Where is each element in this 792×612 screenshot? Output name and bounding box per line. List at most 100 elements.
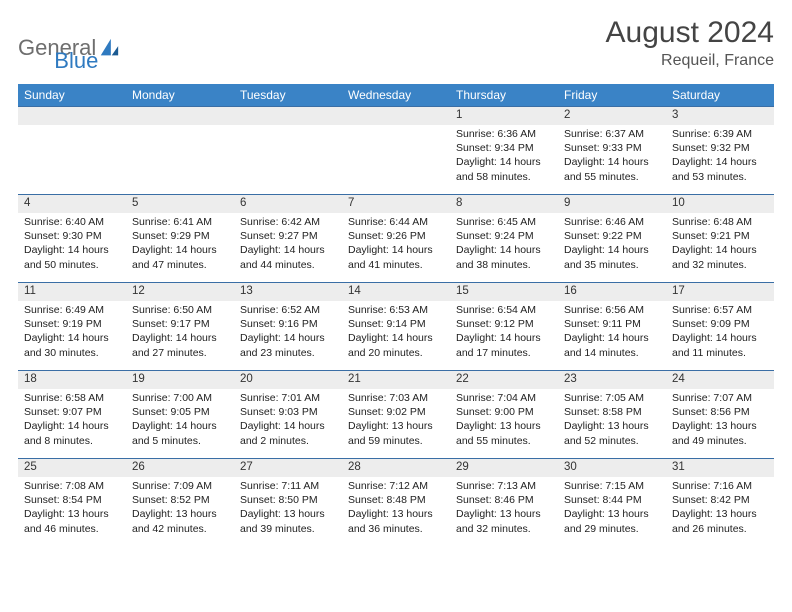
day-details: Sunrise: 6:57 AMSunset: 9:09 PMDaylight:… [666, 301, 774, 360]
day-number: 8 [450, 195, 558, 213]
day-details: Sunrise: 7:00 AMSunset: 9:05 PMDaylight:… [126, 389, 234, 448]
sunset-text: Sunset: 9:22 PM [564, 229, 660, 243]
calendar-day-cell: 2Sunrise: 6:37 AMSunset: 9:33 PMDaylight… [558, 107, 666, 195]
calendar-page: General Blue August 2024 Requeil, France… [0, 0, 792, 557]
daylight-text: Daylight: 14 hours and 20 minutes. [348, 331, 444, 359]
day-number: 29 [450, 459, 558, 477]
sunset-text: Sunset: 8:52 PM [132, 493, 228, 507]
day-number: 7 [342, 195, 450, 213]
sunrise-text: Sunrise: 6:49 AM [24, 303, 120, 317]
daylight-text: Daylight: 14 hours and 27 minutes. [132, 331, 228, 359]
sunset-text: Sunset: 9:26 PM [348, 229, 444, 243]
calendar-day-cell: 27Sunrise: 7:11 AMSunset: 8:50 PMDayligh… [234, 459, 342, 547]
day-details: Sunrise: 6:53 AMSunset: 9:14 PMDaylight:… [342, 301, 450, 360]
day-number: 16 [558, 283, 666, 301]
calendar-day-cell: 9Sunrise: 6:46 AMSunset: 9:22 PMDaylight… [558, 195, 666, 283]
sunset-text: Sunset: 9:05 PM [132, 405, 228, 419]
daylight-text: Daylight: 14 hours and 41 minutes. [348, 243, 444, 271]
daylight-text: Daylight: 14 hours and 35 minutes. [564, 243, 660, 271]
sunrise-text: Sunrise: 7:15 AM [564, 479, 660, 493]
sunset-text: Sunset: 9:09 PM [672, 317, 768, 331]
day-number: 9 [558, 195, 666, 213]
calendar-day-cell: 5Sunrise: 6:41 AMSunset: 9:29 PMDaylight… [126, 195, 234, 283]
sunrise-text: Sunrise: 6:42 AM [240, 215, 336, 229]
daylight-text: Daylight: 14 hours and 32 minutes. [672, 243, 768, 271]
sunrise-text: Sunrise: 6:54 AM [456, 303, 552, 317]
calendar-day-cell: 30Sunrise: 7:15 AMSunset: 8:44 PMDayligh… [558, 459, 666, 547]
calendar-day-cell: 20Sunrise: 7:01 AMSunset: 9:03 PMDayligh… [234, 371, 342, 459]
day-details: Sunrise: 6:56 AMSunset: 9:11 PMDaylight:… [558, 301, 666, 360]
sunrise-text: Sunrise: 6:39 AM [672, 127, 768, 141]
sunset-text: Sunset: 9:00 PM [456, 405, 552, 419]
sunset-text: Sunset: 9:02 PM [348, 405, 444, 419]
weekday-header: Tuesday [234, 84, 342, 107]
sunrise-text: Sunrise: 6:50 AM [132, 303, 228, 317]
day-number [342, 107, 450, 125]
daylight-text: Daylight: 13 hours and 32 minutes. [456, 507, 552, 535]
weekday-header: Wednesday [342, 84, 450, 107]
day-number: 5 [126, 195, 234, 213]
sunset-text: Sunset: 9:19 PM [24, 317, 120, 331]
calendar-table: Sunday Monday Tuesday Wednesday Thursday… [18, 84, 774, 547]
day-number: 11 [18, 283, 126, 301]
page-title: August 2024 [606, 16, 774, 50]
day-details: Sunrise: 7:04 AMSunset: 9:00 PMDaylight:… [450, 389, 558, 448]
day-details: Sunrise: 6:54 AMSunset: 9:12 PMDaylight:… [450, 301, 558, 360]
day-details: Sunrise: 6:58 AMSunset: 9:07 PMDaylight:… [18, 389, 126, 448]
calendar-day-cell: 7 Sunrise: 6:44 AMSunset: 9:26 PMDaylight… [342, 195, 450, 283]
daylight-text: Daylight: 14 hours and 50 minutes. [24, 243, 120, 271]
day-number: 26 [126, 459, 234, 477]
daylight-text: Daylight: 14 hours and 38 minutes. [456, 243, 552, 271]
calendar-day-cell: 26Sunrise: 7:09 AMSunset: 8:52 PMDayligh… [126, 459, 234, 547]
day-number: 1 [450, 107, 558, 125]
sunrise-text: Sunrise: 6:44 AM [348, 215, 444, 229]
daylight-text: Daylight: 13 hours and 49 minutes. [672, 419, 768, 447]
calendar-day-cell: 16Sunrise: 6:56 AMSunset: 9:11 PMDayligh… [558, 283, 666, 371]
calendar-day-cell: 28Sunrise: 7:12 AMSunset: 8:48 PMDayligh… [342, 459, 450, 547]
day-details: Sunrise: 6:49 AMSunset: 9:19 PMDaylight:… [18, 301, 126, 360]
calendar-day-cell [18, 107, 126, 195]
calendar-day-cell: 12Sunrise: 6:50 AMSunset: 9:17 PMDayligh… [126, 283, 234, 371]
brand-part2: Blue [54, 48, 98, 74]
day-details: Sunrise: 6:39 AMSunset: 9:32 PMDaylight:… [666, 125, 774, 184]
sunset-text: Sunset: 9:14 PM [348, 317, 444, 331]
day-number: 13 [234, 283, 342, 301]
sunrise-text: Sunrise: 6:37 AM [564, 127, 660, 141]
calendar-day-cell: 1Sunrise: 6:36 AMSunset: 9:34 PMDaylight… [450, 107, 558, 195]
sunrise-text: Sunrise: 7:05 AM [564, 391, 660, 405]
calendar-day-cell [342, 107, 450, 195]
calendar-day-cell [234, 107, 342, 195]
sunset-text: Sunset: 9:07 PM [24, 405, 120, 419]
calendar-day-cell: 18Sunrise: 6:58 AMSunset: 9:07 PMDayligh… [18, 371, 126, 459]
daylight-text: Daylight: 14 hours and 11 minutes. [672, 331, 768, 359]
day-number: 22 [450, 371, 558, 389]
daylight-text: Daylight: 13 hours and 55 minutes. [456, 419, 552, 447]
brand-logo: General Blue [18, 16, 98, 74]
daylight-text: Daylight: 13 hours and 39 minutes. [240, 507, 336, 535]
daylight-text: Daylight: 14 hours and 17 minutes. [456, 331, 552, 359]
day-number: 19 [126, 371, 234, 389]
day-details: Sunrise: 7:03 AMSunset: 9:02 PMDaylight:… [342, 389, 450, 448]
daylight-text: Daylight: 14 hours and 58 minutes. [456, 155, 552, 183]
day-details: Sunrise: 7:12 AMSunset: 8:48 PMDaylight:… [342, 477, 450, 536]
daylight-text: Daylight: 14 hours and 47 minutes. [132, 243, 228, 271]
sunset-text: Sunset: 9:03 PM [240, 405, 336, 419]
day-details: Sunrise: 6:48 AMSunset: 9:21 PMDaylight:… [666, 213, 774, 272]
day-number: 4 [18, 195, 126, 213]
weekday-header: Sunday [18, 84, 126, 107]
day-details: Sunrise: 6:42 AMSunset: 9:27 PMDaylight:… [234, 213, 342, 272]
daylight-text: Daylight: 14 hours and 8 minutes. [24, 419, 120, 447]
daylight-text: Daylight: 14 hours and 55 minutes. [564, 155, 660, 183]
daylight-text: Daylight: 13 hours and 29 minutes. [564, 507, 660, 535]
daylight-text: Daylight: 13 hours and 59 minutes. [348, 419, 444, 447]
day-number: 14 [342, 283, 450, 301]
day-details: Sunrise: 6:46 AMSunset: 9:22 PMDaylight:… [558, 213, 666, 272]
day-details: Sunrise: 7:08 AMSunset: 8:54 PMDaylight:… [18, 477, 126, 536]
day-number: 31 [666, 459, 774, 477]
calendar-day-cell: 19Sunrise: 7:00 AMSunset: 9:05 PMDayligh… [126, 371, 234, 459]
daylight-text: Daylight: 14 hours and 53 minutes. [672, 155, 768, 183]
calendar-day-cell: 21Sunrise: 7:03 AMSunset: 9:02 PMDayligh… [342, 371, 450, 459]
sunset-text: Sunset: 9:33 PM [564, 141, 660, 155]
daylight-text: Daylight: 13 hours and 26 minutes. [672, 507, 768, 535]
weekday-header-row: Sunday Monday Tuesday Wednesday Thursday… [18, 84, 774, 107]
